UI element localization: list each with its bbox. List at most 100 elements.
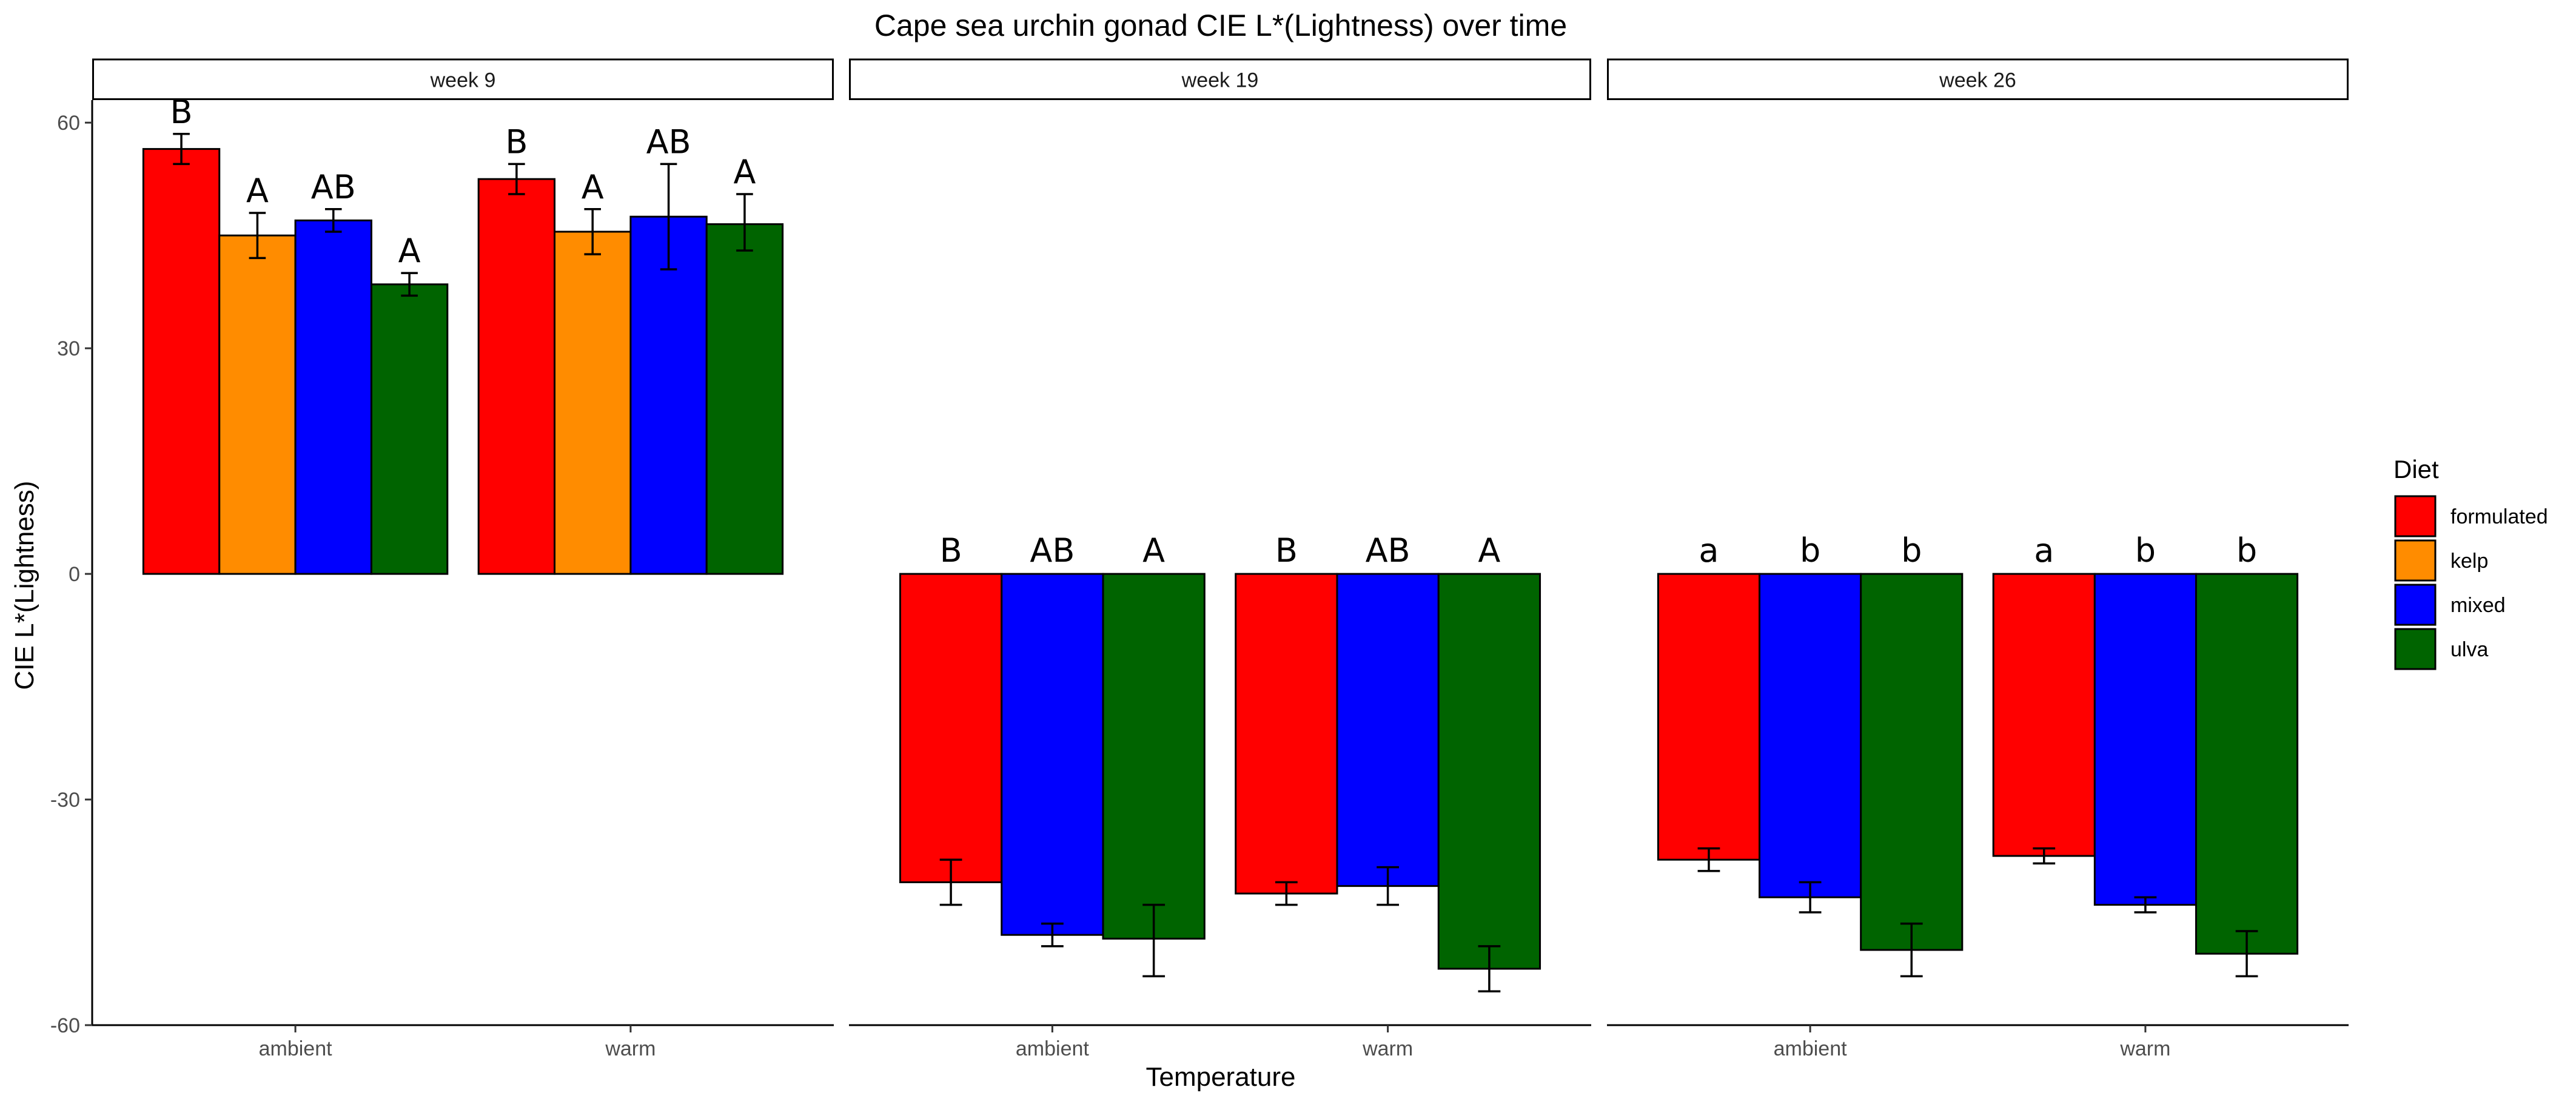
legend-item: kelp — [2394, 539, 2488, 582]
legend: Diet formulated kelp mixed ulva — [2393, 455, 2548, 670]
legend-title: Diet — [2393, 455, 2439, 483]
error-bar — [1275, 881, 1298, 906]
y-axis: 60 30 0 -30 -60 — [50, 100, 93, 1037]
error-bar — [2134, 896, 2157, 914]
facet-strip — [849, 58, 1591, 100]
x-axis-title: Temperature — [1145, 1062, 1295, 1092]
significance-letter: AB — [1030, 531, 1075, 570]
legend-label: mixed — [2450, 594, 2506, 617]
legend-swatch — [2394, 584, 2437, 626]
significance-letter: b — [2236, 531, 2257, 570]
facet-panel: week 26 ambient a b b warm a b b — [1607, 58, 2349, 1060]
error-bar — [508, 163, 525, 195]
bar — [370, 283, 449, 575]
error-bar — [173, 133, 190, 166]
significance-letter: AB — [1366, 531, 1410, 570]
bar — [899, 573, 1003, 883]
significance-letter: A — [246, 172, 269, 210]
error-bar — [2235, 930, 2258, 978]
y-axis-title: CIE L*(Lightness) — [10, 481, 39, 690]
significance-letter: a — [2034, 531, 2054, 570]
significance-letter: A — [582, 168, 604, 206]
bar — [2093, 573, 2197, 906]
x-tick-label: warm — [2119, 1037, 2170, 1060]
error-bar — [324, 208, 342, 233]
x-tick-label: warm — [1362, 1037, 1413, 1060]
error-bar — [1478, 945, 1501, 992]
legend-label: kelp — [2450, 550, 2488, 573]
facet-strip-label: week 26 — [1939, 69, 2016, 92]
error-bar — [2033, 847, 2056, 865]
significance-letter: A — [1142, 531, 1165, 570]
significance-letter: AB — [311, 168, 356, 206]
error-bar — [736, 193, 753, 252]
error-bar — [249, 212, 266, 260]
bar — [1235, 573, 1338, 895]
bar — [1992, 573, 2096, 857]
error-bar — [939, 858, 962, 906]
legend-item: ulva — [2394, 628, 2488, 670]
y-tick-label: -30 — [50, 789, 80, 812]
legend-item: mixed — [2394, 584, 2506, 626]
significance-letter: B — [170, 93, 193, 131]
error-bar — [1697, 847, 1720, 872]
legend-swatch — [2394, 539, 2437, 582]
bar — [1102, 573, 1206, 940]
facet-strip — [1607, 58, 2349, 100]
error-bar — [660, 163, 677, 271]
error-bar — [1142, 903, 1166, 978]
bar — [294, 219, 372, 575]
x-tick-label: ambient — [1016, 1037, 1090, 1060]
y-tick-label: 60 — [57, 112, 80, 135]
legend-swatch — [2394, 495, 2437, 537]
bar — [1437, 573, 1541, 970]
legend-swatch — [2394, 628, 2437, 670]
error-bar — [1900, 922, 1923, 978]
facet-strip — [92, 58, 834, 100]
significance-letter: AB — [646, 123, 691, 161]
significance-letter: A — [733, 153, 756, 191]
facet-strip-label: week 19 — [1181, 69, 1259, 92]
bar — [1657, 573, 1761, 861]
x-tick-label: ambient — [1774, 1037, 1848, 1060]
significance-letter: B — [505, 123, 528, 161]
bar — [1001, 573, 1104, 936]
bar — [142, 148, 221, 575]
chart-title: Cape sea urchin gonad CIE L*(Lightness) … — [874, 8, 1567, 42]
significance-letter: B — [1275, 531, 1298, 570]
significance-letter: b — [1901, 531, 1922, 570]
bar — [1860, 573, 1964, 951]
bar — [554, 231, 632, 575]
error-bar — [1799, 881, 1822, 914]
error-bar — [584, 208, 602, 255]
significance-letter: B — [940, 531, 962, 570]
x-tick-label: ambient — [259, 1037, 333, 1060]
legend-label: ulva — [2450, 638, 2488, 661]
y-tick-label: 0 — [69, 563, 80, 586]
facet-strip-label: week 9 — [430, 69, 496, 92]
error-bar — [1041, 922, 1064, 947]
legend-label: formulated — [2450, 505, 2548, 528]
bar — [477, 178, 556, 575]
bar — [1759, 573, 1862, 898]
significance-letter: b — [2135, 531, 2156, 570]
significance-letter: b — [1800, 531, 1820, 570]
significance-letter: A — [398, 232, 421, 270]
bar — [218, 234, 297, 575]
bar — [705, 223, 784, 575]
error-bar — [401, 272, 418, 297]
error-bar — [1377, 866, 1400, 906]
y-tick-label: -60 — [50, 1014, 80, 1037]
bar — [2195, 573, 2299, 955]
x-tick-label: warm — [605, 1037, 656, 1060]
legend-item: formulated — [2394, 495, 2548, 537]
significance-letter: a — [1699, 531, 1719, 570]
y-tick-label: 30 — [57, 337, 80, 360]
significance-letter: A — [1478, 531, 1500, 570]
bar — [1336, 573, 1440, 887]
